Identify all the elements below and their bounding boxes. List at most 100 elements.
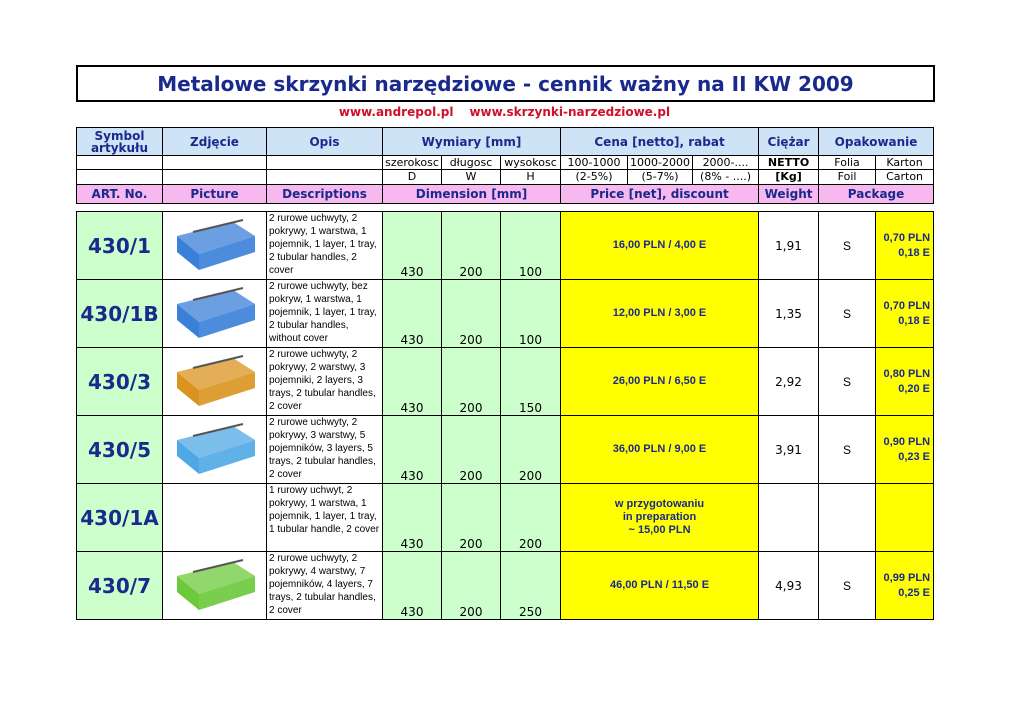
foil: S (818, 551, 877, 620)
header-cell (162, 169, 267, 185)
header-cell: długosc (441, 155, 501, 170)
description: 2 rurowe uchwyty, bez pokryw, 1 warstwa,… (266, 279, 383, 348)
foil (818, 483, 877, 552)
header-cell: Folia (818, 155, 877, 170)
picture (162, 415, 267, 484)
header-cell: 100-1000 (560, 155, 629, 170)
weight: 3,91 (758, 415, 820, 484)
dimension: 150 (500, 347, 561, 416)
price: 16,00 PLN / 4,00 E (559, 211, 760, 280)
dimension: 430 (382, 551, 442, 620)
header-cell: Picture (162, 184, 267, 204)
dimension: 100 (500, 211, 561, 280)
carton-line: 0,99 PLN (883, 571, 931, 584)
description: 1 rurowy uchwyt, 2 pokrywy, 1 warstwa, 1… (266, 483, 383, 552)
dimension: 200 (500, 483, 561, 552)
carton-line: 0,70 PLN (883, 231, 931, 244)
description: 2 rurowe uchwyty, 2 pokrywy, 4 warstwy, … (266, 551, 383, 620)
header-cell: Cena [netto], rabat (560, 127, 760, 156)
price-line: in preparation (622, 511, 697, 523)
carton: 0,90 PLN 0,23 E (875, 415, 935, 484)
carton-line: 0,90 PLN (883, 435, 931, 448)
header-cell: H (499, 169, 562, 185)
weight (758, 483, 820, 552)
price: 12,00 PLN / 3,00 E (559, 279, 760, 348)
foil: S (818, 279, 877, 348)
carton-line: 0,70 PLN (883, 299, 931, 312)
picture (162, 483, 267, 552)
header-cell (76, 169, 163, 185)
header-row: ART. No. Picture Descriptions Dimension [mm… (76, 184, 935, 204)
dimension: 430 (382, 347, 442, 416)
price: 36,00 PLN / 9,00 E (559, 415, 760, 484)
description: 2 rurowe uchwyty, 2 pokrywy, 2 warstwy, … (266, 347, 383, 416)
carton-line: 0,18 E (898, 314, 931, 327)
header-cell: Zdjęcie (162, 127, 267, 156)
dimension: 200 (441, 279, 501, 348)
header-cell (266, 169, 383, 185)
picture (162, 551, 267, 620)
header-cell: Carton (875, 169, 935, 185)
product-row: 430/1 2 rurowe uchwyty, 2 pokrywy, 1 wars… (76, 211, 935, 280)
product-row: 430/7 2 rurowe uchwyty, 2 pokrywy, 4 wars… (76, 551, 935, 620)
description: 2 rurowe uchwyty, 2 pokrywy, 3 warstwy, … (266, 415, 383, 484)
links: www.andrepol.pl www.skrzynki-narzedziowe.… (76, 105, 933, 119)
toolbox-image (177, 422, 255, 474)
header-cell: NETTO (758, 155, 820, 170)
title: Metalowe skrzynki narzędziowe - cennik w… (76, 65, 935, 102)
carton-line: 0,20 E (898, 382, 931, 395)
carton (875, 483, 935, 552)
picture (162, 347, 267, 416)
price-table: 430/1 2 rurowe uchwyty, 2 pokrywy, 1 wars… (76, 211, 935, 620)
header-cell: szerokosc (382, 155, 442, 170)
carton-line: 0,25 E (898, 586, 931, 599)
symbol: 430/5 (76, 415, 163, 484)
header-row: Symbol artykułu Zdjęcie Opis Wymiary [mm] Ce… (76, 127, 935, 156)
dimension: 430 (382, 415, 442, 484)
picture (162, 279, 267, 348)
carton: 0,70 PLN 0,18 E (875, 211, 935, 280)
price-line: ~ 15,00 PLN (628, 524, 691, 536)
header-cell: D (382, 169, 442, 185)
header-cell: Foil (818, 169, 877, 185)
header-cell: (5-7%) (627, 169, 694, 185)
header-cell: [Kg] (758, 169, 820, 185)
dimension: 200 (441, 347, 501, 416)
header-cell: (8% - ....) (692, 169, 760, 185)
product-row: 430/3 2 rurowe uchwyty, 2 pokrywy, 2 wars… (76, 347, 935, 416)
carton-line: 0,80 PLN (883, 367, 931, 380)
header-cell: Package (818, 184, 935, 204)
picture (162, 211, 267, 280)
dimension: 250 (500, 551, 561, 620)
toolbox-image (177, 286, 255, 338)
toolbox-image (177, 558, 255, 610)
price-line: 12,00 PLN / 3,00 E (612, 307, 707, 319)
foil: S (818, 211, 877, 280)
weight: 4,93 (758, 551, 820, 620)
weight: 1,91 (758, 211, 820, 280)
description: 2 rurowe uchwyty, 2 pokrywy, 1 warstwa, … (266, 211, 383, 280)
header-cell: Opakowanie (818, 127, 935, 156)
header-cell: 2000-.... (692, 155, 760, 170)
price-line: 26,00 PLN / 6,50 E (612, 375, 707, 387)
toolbox-image (177, 354, 255, 406)
carton: 0,80 PLN 0,20 E (875, 347, 935, 416)
symbol: 430/7 (76, 551, 163, 620)
symbol: 430/1A (76, 483, 163, 552)
symbol: 430/1B (76, 279, 163, 348)
dimension: 430 (382, 211, 442, 280)
header-cell (76, 155, 163, 170)
carton-line: 0,18 E (898, 246, 931, 259)
price-line: 36,00 PLN / 9,00 E (612, 443, 707, 455)
weight: 2,92 (758, 347, 820, 416)
header-cell: Opis (266, 127, 383, 156)
header-cell: Price [net], discount (560, 184, 760, 204)
header-cell (266, 155, 383, 170)
header-cell: Wymiary [mm] (381, 127, 562, 156)
header-cell: W (441, 169, 501, 185)
foil: S (818, 347, 877, 416)
dimension: 430 (382, 483, 442, 552)
link: www.skrzynki-narzedziowe.pl (469, 105, 671, 119)
header-cell: ART. No. (76, 184, 163, 204)
